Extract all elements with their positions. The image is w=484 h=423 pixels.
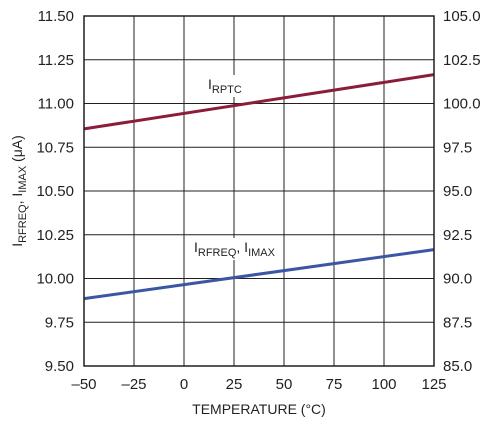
x-tick-labels: –50 –25 0 25 50 75 100 125 [71,376,446,393]
y-tick-label: 11.25 [38,52,74,69]
series-label-rptc-background [204,75,246,97]
x-tick-label: –25 [121,376,146,393]
series-line-rptc [83,73,435,131]
series-label-rfreq-imax-background [190,238,280,260]
y2-tick-label: 87.5 [443,314,472,331]
y-tick-label: 10.25 [36,227,74,244]
y2-tick-label: 105.0 [443,8,481,25]
y-tick-label: 9.75 [45,314,74,331]
x-tick-label: –50 [71,376,96,393]
y-axis-title: IRFREQ, IIMAX (μA) [9,135,29,247]
x-tick-label: 75 [326,376,343,393]
series-labels: IRPTC IRFREQ, IIMAX [190,75,280,260]
y2-tick-label: 100.0 [443,96,481,113]
x-tick-label: 50 [276,376,293,393]
series-line-rfreq-imax [83,248,435,301]
series-lines [83,73,435,301]
series-label-rptc: IRPTC [208,76,242,96]
y-tick-label: 11.50 [38,8,74,25]
y2-tick-label: 92.5 [443,227,472,244]
plot-frame [83,15,435,367]
y2-tick-label: 97.5 [443,139,472,156]
x-tick-label: 100 [371,376,396,393]
y-tick-label: 10.50 [36,183,74,200]
y2-tick-label: 85.0 [443,358,472,375]
x-tick-label: 0 [180,376,188,393]
y2-tick-label: 95.0 [443,183,472,200]
x-tick-label: 25 [226,376,243,393]
y-tick-labels: 9.50 9.75 10.00 10.25 10.50 10.75 11.00 11.25 11… [36,8,74,375]
x-tick-label: 125 [421,376,446,393]
y-tick-label: 10.00 [36,271,74,288]
y2-tick-label: 90.0 [443,271,472,288]
x-axis-title: TEMPERATURE (°C) [192,401,326,417]
y-tick-label: 9.50 [45,358,74,375]
y-tick-label: 11.00 [38,96,74,113]
y-tick-label: 10.75 [36,139,74,156]
y2-tick-labels: 85.0 87.5 90.0 92.5 95.0 97.5 100.0 102.5 105.0 [443,8,481,375]
y2-tick-label: 102.5 [443,52,481,69]
grid [84,16,434,366]
series-label-rfreq-imax: IRFREQ, IIMAX [194,239,276,259]
